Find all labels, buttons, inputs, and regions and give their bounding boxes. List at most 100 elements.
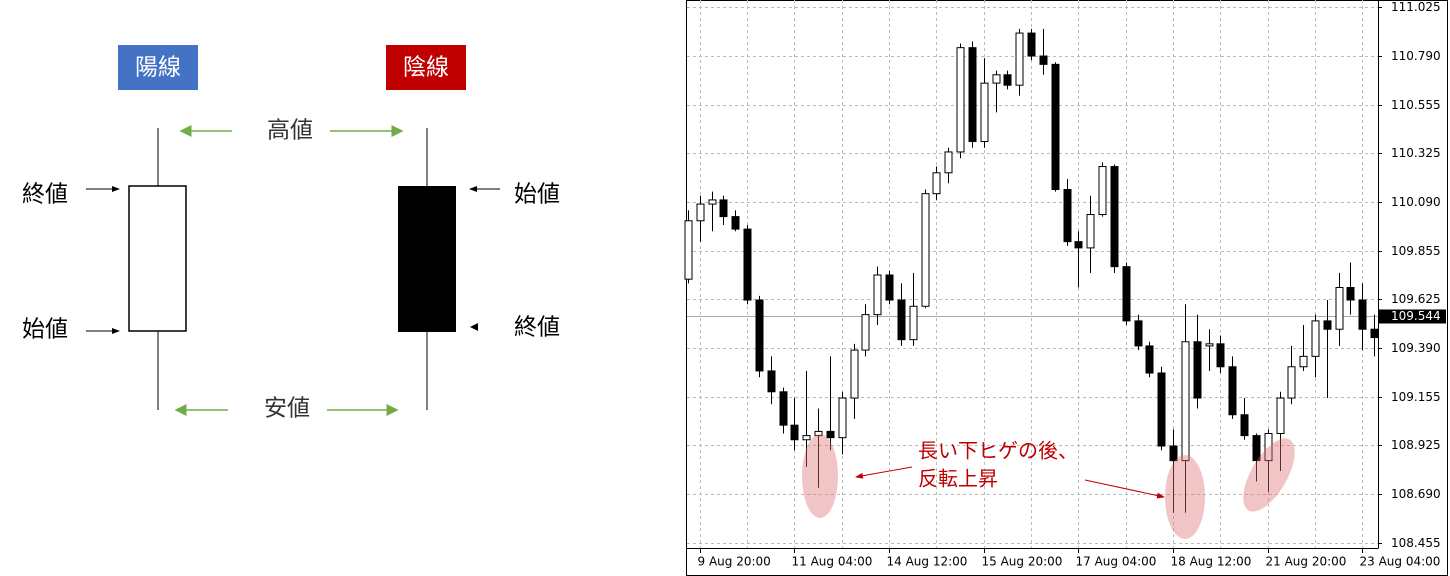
candle-body [1228, 366, 1237, 416]
candle-body [944, 151, 953, 174]
candle-body [1370, 328, 1379, 339]
candle-body [1122, 266, 1131, 322]
chart-frame [686, 0, 1448, 576]
x-tick-label: 14 Aug 12:00 [887, 555, 968, 569]
y-tick-label: 109.390 [1391, 341, 1441, 355]
candle-body [1358, 299, 1367, 330]
candle-body [767, 370, 776, 393]
bearish-label: 陰線 [403, 55, 449, 81]
candle-body [1240, 414, 1249, 437]
candle-body [779, 391, 788, 426]
highlight [1165, 455, 1205, 539]
bullish-badge [118, 45, 198, 90]
bearish-open-label: 始値 [514, 182, 560, 208]
price-label: 109.544 [1391, 309, 1441, 323]
candle-body [1098, 166, 1107, 216]
candle-body [921, 193, 930, 307]
low-label: 安値 [264, 396, 310, 422]
candle-body [1003, 74, 1012, 86]
candle-body [897, 299, 906, 341]
candle-body [1264, 433, 1273, 462]
y-tick-label: 108.690 [1391, 487, 1441, 501]
y-tick-label: 110.790 [1391, 49, 1441, 63]
candle-body [1063, 188, 1072, 243]
price-tag [1379, 309, 1446, 324]
candle-body [1346, 287, 1355, 301]
candle-body [956, 47, 965, 153]
candlestick-chart: 108.455 108.690 108.925 109.155 109.390 109.6… [684, 0, 1446, 569]
candle-body [790, 424, 799, 441]
candle-body [1039, 55, 1048, 65]
candle-body [814, 430, 823, 437]
x-tick-label: 15 Aug 20:00 [982, 555, 1063, 569]
arrow [470, 323, 478, 331]
highlight [1243, 438, 1295, 512]
y-tick-label: 111.025 [1391, 0, 1441, 14]
candle-body [1205, 343, 1214, 347]
x-tick-label: 11 Aug 04:00 [792, 555, 873, 569]
y-tick-label: 109.855 [1391, 244, 1441, 258]
bullish-close-label: 終値 [22, 182, 68, 208]
bearish-badge [386, 45, 466, 90]
bullish-open-label: 始値 [22, 317, 68, 343]
candle-body [1323, 320, 1332, 330]
candle-body [1311, 320, 1320, 357]
candle-body [826, 430, 835, 439]
candle-body [1157, 372, 1166, 447]
candle-body [932, 172, 941, 195]
x-tick-label: 9 Aug 20:00 [698, 555, 771, 569]
high-label: 高値 [267, 118, 313, 144]
y-tick-label: 108.455 [1391, 536, 1441, 550]
y-tick-label: 109.155 [1391, 390, 1441, 404]
candle-body [755, 299, 764, 372]
annotation-arrow [855, 466, 913, 479]
highlight [802, 434, 838, 518]
candle-body [1015, 32, 1024, 86]
candle-body [850, 349, 859, 399]
candle-body [1276, 397, 1285, 435]
candle-body [1193, 341, 1202, 399]
bearish-body [398, 186, 456, 332]
x-tick-label: 23 Aug 04:00 [1360, 555, 1441, 569]
candle-body [1027, 32, 1036, 57]
bearish-close-label: 終値 [514, 315, 560, 341]
y-tick-label: 110.555 [1391, 98, 1441, 112]
candle-body [980, 82, 989, 143]
x-tick-label: 21 Aug 20:00 [1266, 555, 1347, 569]
candle-body [1287, 366, 1296, 399]
candle-body [1335, 287, 1344, 330]
annotation-marks [802, 434, 1295, 539]
candle-body [909, 305, 918, 341]
candle-body [1074, 241, 1083, 249]
candle-body [1252, 435, 1261, 462]
candle-body [684, 220, 693, 280]
y-tick-label: 110.325 [1391, 146, 1441, 160]
candle-body [802, 435, 811, 441]
candle-body [1299, 355, 1308, 368]
candle-body [708, 199, 717, 205]
candle-body [992, 74, 1001, 84]
candle-body [731, 216, 740, 230]
candle-body [861, 314, 870, 351]
candle-body [1181, 341, 1190, 462]
y-tick-label: 108.925 [1391, 438, 1441, 452]
annotation: 長い下ヒゲの後、 [918, 439, 1078, 463]
candle-body [1110, 166, 1119, 268]
bullish-body [128, 185, 187, 332]
candle-body [1086, 214, 1095, 249]
y-tick-label: 109.625 [1391, 292, 1441, 306]
candle-body [873, 274, 882, 316]
candle-body [1051, 63, 1060, 190]
annotation-arrow [1084, 479, 1165, 499]
annotation: 反転上昇 [918, 467, 998, 491]
x-tick-label: 18 Aug 12:00 [1171, 555, 1252, 569]
candle-body [719, 199, 728, 218]
candle-body [1134, 320, 1143, 347]
candle-body [968, 47, 977, 143]
x-tick-label: 17 Aug 04:00 [1076, 555, 1157, 569]
candle-body [1216, 343, 1225, 368]
bullish-label: 陽線 [135, 55, 181, 81]
candle-body [1145, 345, 1154, 374]
candle-body [1169, 445, 1178, 462]
